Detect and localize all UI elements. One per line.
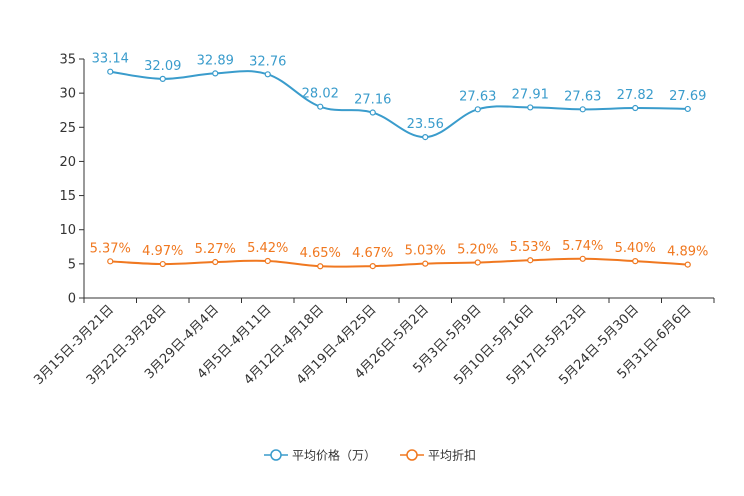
data-point[interactable]	[632, 258, 639, 265]
data-label: 5.03%	[405, 244, 446, 259]
data-point[interactable]	[579, 106, 586, 113]
legend-marker	[270, 449, 282, 461]
data-label: 4.97%	[142, 244, 183, 259]
data-label: 27.63	[459, 89, 496, 104]
data-point[interactable]	[474, 259, 481, 266]
data-point[interactable]	[107, 258, 114, 265]
data-point[interactable]	[107, 68, 114, 75]
data-point[interactable]	[684, 105, 691, 113]
legend[interactable]: 平均价格（万） 平均折扣	[264, 448, 476, 463]
data-label: 5.53%	[510, 240, 551, 255]
data-point[interactable]	[212, 70, 219, 77]
y-tick-label: 35	[59, 53, 76, 68]
data-label: 5.74%	[562, 239, 603, 254]
y-tick-label: 20	[59, 155, 76, 170]
data-label: 5.40%	[615, 241, 656, 256]
legend-item-2[interactable]: 平均折扣	[400, 448, 476, 463]
data-label: 27.69	[669, 89, 706, 104]
data-label: 4.89%	[667, 245, 708, 260]
data-label: 5.20%	[457, 242, 498, 257]
data-point[interactable]	[369, 263, 376, 270]
data-point[interactable]	[264, 257, 271, 265]
data-label: 33.14	[92, 52, 129, 67]
data-label: 5.37%	[90, 241, 131, 256]
y-tick-label: 0	[68, 292, 76, 307]
data-label: 27.63	[564, 89, 601, 104]
data-label: 32.09	[144, 59, 181, 74]
data-point[interactable]	[159, 75, 166, 82]
data-point[interactable]	[159, 260, 166, 268]
y-tick-label: 15	[59, 189, 76, 204]
data-point[interactable]	[632, 104, 639, 112]
x-axis-ticks: 3月15日-3月21日3月22日-3月28日3月29日-4月4日4月5日-4月1…	[31, 298, 715, 388]
data-label: 27.82	[617, 88, 654, 103]
data-point[interactable]	[264, 71, 271, 78]
y-tick-label: 5	[68, 257, 76, 272]
data-point[interactable]	[422, 260, 429, 267]
y-tick-label: 30	[59, 87, 76, 102]
data-point[interactable]	[527, 104, 534, 111]
series-1: 33.14 32.09 32.89 32.76 28.02 27.16 23.56 27.63…	[92, 52, 706, 141]
series-2: 5.37% 4.97% 5.27% 5.42% 4.65% 4.67% 5.03% 5.20%…	[90, 239, 708, 270]
data-label: 5.27%	[195, 242, 236, 257]
data-label: 32.89	[197, 53, 234, 68]
legend-marker	[406, 449, 418, 461]
y-tick-label: 25	[59, 121, 76, 136]
data-point[interactable]	[422, 134, 429, 141]
data-label: 4.65%	[300, 246, 341, 261]
data-label: 27.16	[354, 93, 391, 108]
data-label: 23.56	[407, 117, 444, 132]
data-point[interactable]	[212, 258, 219, 266]
legend-item-1[interactable]: 平均价格（万）	[264, 448, 376, 463]
data-point[interactable]	[684, 261, 691, 268]
data-point[interactable]	[527, 257, 534, 264]
data-point[interactable]	[317, 103, 324, 110]
data-label: 27.91	[512, 87, 549, 102]
data-label: 5.42%	[247, 241, 288, 256]
data-point[interactable]	[317, 263, 324, 270]
series-line	[110, 257, 688, 268]
y-axis-ticks: 0 5 10 15 20 25 30 35	[59, 53, 84, 307]
series-layer: 33.14 32.09 32.89 32.76 28.02 27.16 23.56 27.63…	[90, 52, 708, 270]
y-tick-label: 10	[59, 223, 76, 238]
data-label: 32.76	[249, 54, 286, 69]
data-point[interactable]	[369, 109, 376, 116]
legend-label: 平均折扣	[428, 448, 476, 463]
data-label: 4.67%	[352, 246, 393, 261]
legend-label: 平均价格（万）	[292, 448, 376, 463]
data-label: 28.02	[302, 87, 339, 102]
data-point[interactable]	[474, 106, 481, 113]
data-point[interactable]	[579, 255, 586, 262]
